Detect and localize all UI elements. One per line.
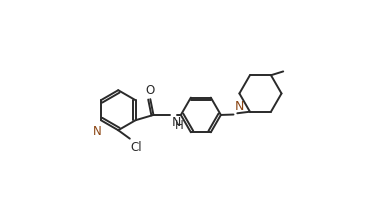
Text: O: O [145,84,154,98]
Text: N: N [93,125,102,138]
Text: H: H [174,119,183,132]
Text: N: N [235,100,245,113]
Text: N: N [171,116,181,129]
Text: Cl: Cl [130,141,142,154]
